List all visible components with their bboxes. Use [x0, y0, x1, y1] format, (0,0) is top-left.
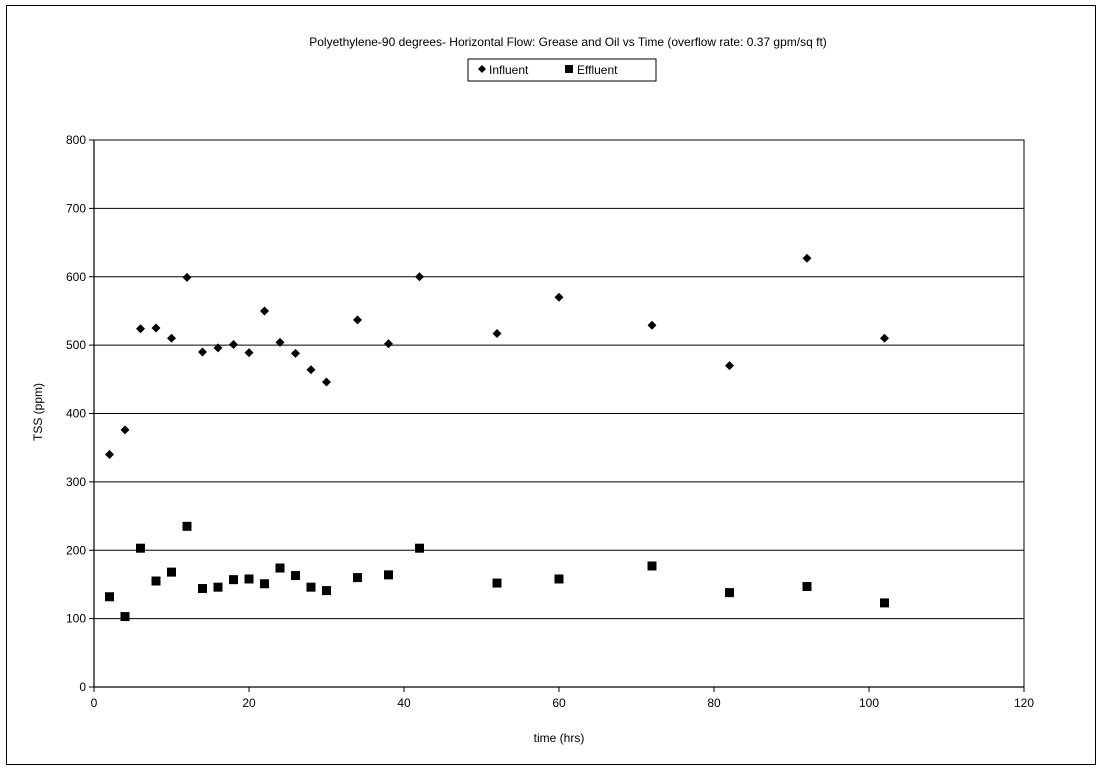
point-effluent-10 — [260, 579, 269, 589]
point-influent-6 — [198, 347, 207, 357]
y-tick-label-600: 600 — [66, 270, 86, 284]
gridlines — [94, 139, 1024, 620]
x-tick-label-20: 20 — [242, 696, 256, 710]
point-influent-5 — [182, 272, 192, 282]
x-tick-label-60: 60 — [552, 696, 566, 710]
legend-marker-effluent — [565, 65, 573, 73]
point-effluent-8 — [229, 575, 238, 585]
point-effluent-22 — [802, 581, 812, 591]
point-effluent-5 — [182, 521, 192, 531]
point-influent-14 — [322, 377, 331, 387]
point-influent-23 — [880, 333, 889, 343]
y-tick-label-0: 0 — [79, 680, 86, 694]
point-effluent-21 — [725, 588, 734, 598]
point-effluent-12 — [291, 571, 300, 581]
y-tick-label-300: 300 — [66, 475, 86, 489]
y-tick-labels: 0 100 200 300 400 500 600 700 800 — [66, 133, 94, 694]
data-markers — [105, 253, 889, 622]
point-influent-20 — [647, 320, 657, 330]
point-influent-22 — [802, 253, 812, 263]
x-tick-label-120: 120 — [1014, 696, 1034, 710]
point-influent-16 — [384, 339, 393, 349]
point-effluent-17 — [415, 543, 424, 553]
point-influent-4 — [167, 333, 176, 343]
point-effluent-13 — [306, 582, 316, 592]
point-effluent-14 — [322, 586, 331, 596]
x-tick-label-0: 0 — [91, 696, 98, 710]
y-tick-label-500: 500 — [66, 338, 86, 352]
point-effluent-15 — [353, 573, 362, 583]
point-effluent-18 — [492, 578, 502, 588]
series-influent — [105, 253, 889, 460]
point-influent-9 — [244, 348, 254, 358]
point-influent-13 — [306, 365, 316, 375]
point-influent-17 — [415, 272, 424, 282]
legend-label-effluent: Effluent — [577, 63, 618, 77]
chart-title: Polyethylene-90 degrees- Horizontal Flow… — [309, 35, 827, 49]
point-influent-11 — [275, 337, 285, 347]
point-effluent-9 — [244, 574, 254, 584]
point-influent-19 — [554, 292, 564, 302]
point-effluent-19 — [554, 574, 564, 584]
point-effluent-16 — [384, 570, 393, 580]
y-tick-label-800: 800 — [66, 133, 86, 147]
point-effluent-0 — [105, 592, 114, 602]
point-influent-18 — [492, 329, 502, 339]
point-influent-2 — [136, 324, 145, 334]
point-influent-7 — [213, 343, 223, 353]
x-tick-label-100: 100 — [859, 696, 879, 710]
point-effluent-1 — [120, 612, 130, 622]
point-influent-15 — [353, 315, 362, 325]
x-tick-labels: 0 20 40 60 80 100 120 — [91, 687, 1034, 710]
point-influent-12 — [291, 348, 300, 358]
point-influent-21 — [725, 361, 734, 371]
legend-label-influent: Influent — [489, 63, 529, 77]
point-influent-0 — [105, 450, 114, 460]
y-tick-label-400: 400 — [66, 407, 86, 421]
point-effluent-11 — [275, 563, 285, 573]
point-effluent-7 — [213, 582, 223, 592]
x-tick-label-80: 80 — [707, 696, 721, 710]
y-axis-title: TSS (ppm) — [31, 383, 45, 441]
point-influent-10 — [260, 306, 269, 316]
point-effluent-4 — [167, 567, 176, 577]
point-effluent-20 — [647, 561, 657, 571]
point-effluent-2 — [136, 543, 145, 553]
legend-marker-influent — [478, 65, 486, 73]
series-effluent — [105, 521, 889, 622]
y-tick-label-100: 100 — [66, 612, 86, 626]
y-tick-label-700: 700 — [66, 201, 86, 215]
x-axis-title: time (hrs) — [534, 731, 585, 745]
legend-box — [467, 58, 657, 82]
point-influent-1 — [120, 425, 130, 435]
point-effluent-6 — [198, 584, 207, 594]
point-effluent-3 — [151, 576, 161, 586]
point-influent-3 — [151, 323, 161, 333]
x-tick-label-40: 40 — [397, 696, 411, 710]
point-effluent-23 — [880, 598, 889, 608]
y-tick-label-200: 200 — [66, 543, 86, 557]
point-influent-8 — [229, 339, 238, 349]
legend: Influent Effluent — [467, 58, 657, 82]
